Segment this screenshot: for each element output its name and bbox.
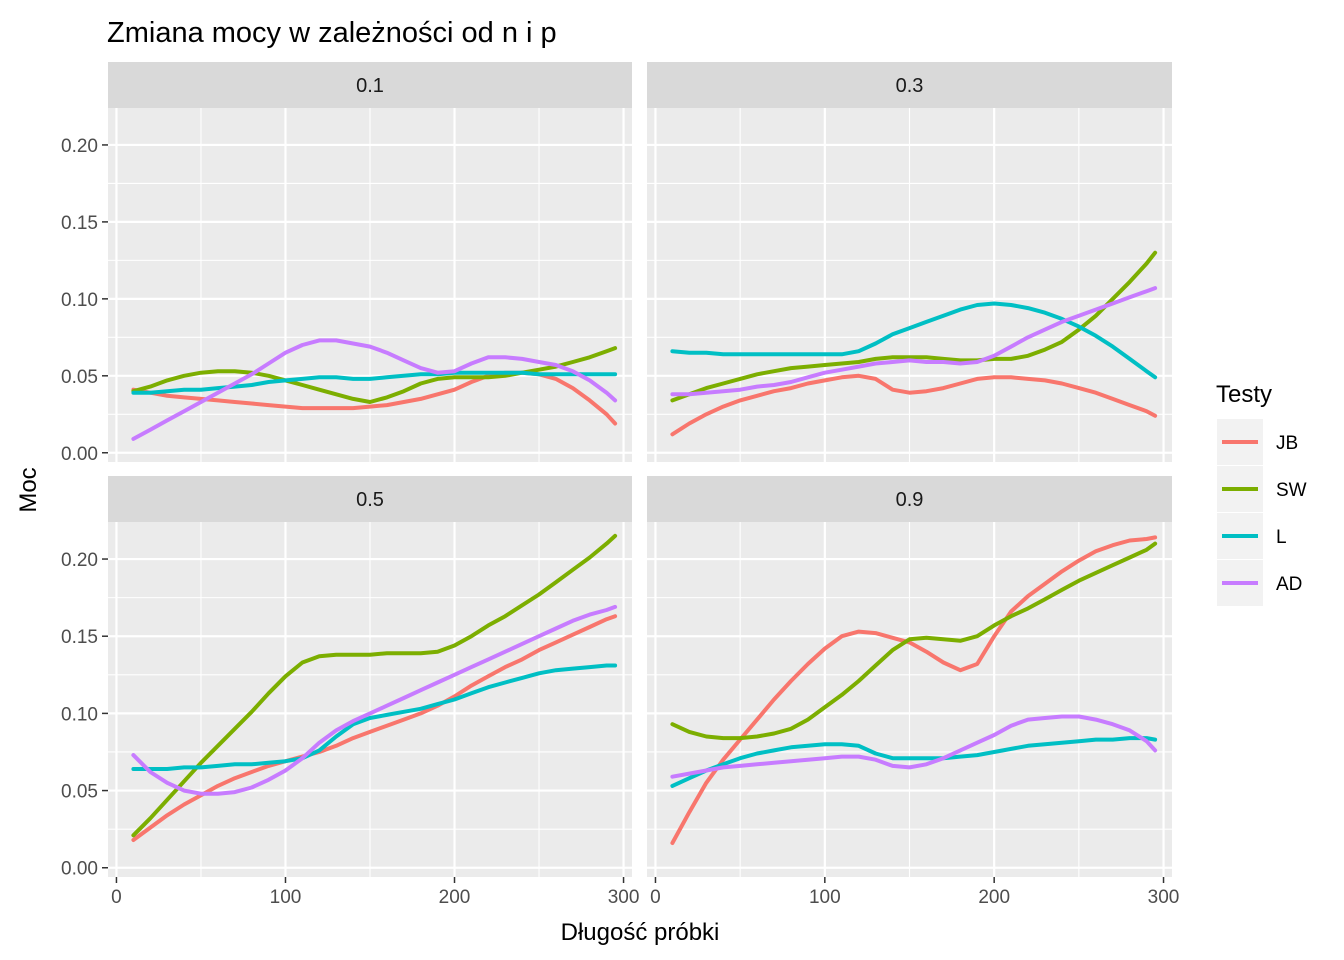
y-tick-label: 0.05 bbox=[61, 367, 98, 388]
facet-strip bbox=[108, 476, 632, 522]
facet-panel-2: 0.5 0.00 0.05 0.10 0.15 0.20 0 100 200 300 bbox=[61, 476, 639, 908]
legend: Testy JB SW L AD bbox=[1216, 381, 1307, 606]
x-tick-label: 200 bbox=[439, 887, 471, 908]
y-tick-label: 0.10 bbox=[61, 704, 98, 725]
series-line-sw bbox=[131, 533, 618, 838]
y-tick-label: 0.10 bbox=[61, 290, 98, 311]
facet-strip-label: 0.3 bbox=[896, 75, 924, 97]
legend-label-ad: AD bbox=[1276, 574, 1302, 595]
series-line-sw bbox=[670, 541, 1158, 741]
series-line-l bbox=[670, 301, 1158, 380]
series-line-ad bbox=[670, 286, 1158, 397]
y-tick-label: 0.20 bbox=[61, 136, 98, 157]
series-line-ad bbox=[131, 338, 618, 441]
facet-strip-label: 0.9 bbox=[896, 489, 924, 511]
facet-strip bbox=[647, 476, 1172, 522]
legend-title: Testy bbox=[1216, 381, 1272, 408]
facet-panels: 0.10.000.050.100.150.200.30.50.000.050.1… bbox=[61, 62, 1179, 908]
facet-strip bbox=[647, 62, 1172, 108]
series-line-l bbox=[131, 663, 618, 771]
x-tick-label: 300 bbox=[1148, 887, 1180, 908]
facet-strip bbox=[108, 62, 632, 108]
x-tick-label: 0 bbox=[111, 887, 122, 908]
series-line-ad bbox=[670, 714, 1158, 779]
facet-strip-label: 0.1 bbox=[356, 75, 384, 97]
x-tick-label: 100 bbox=[809, 887, 841, 908]
legend-label-jb: JB bbox=[1276, 433, 1298, 454]
y-tick-label: 0.15 bbox=[61, 213, 98, 234]
x-tick-label: 300 bbox=[608, 887, 640, 908]
y-tick-label: 0.00 bbox=[61, 859, 98, 880]
series-line-jb bbox=[670, 373, 1158, 437]
y-tick-label: 0.20 bbox=[61, 550, 98, 571]
y-tick-label: 0.15 bbox=[61, 627, 98, 648]
series-line-jb bbox=[670, 535, 1158, 845]
legend-label-sw: SW bbox=[1276, 480, 1307, 501]
y-tick-label: 0.00 bbox=[61, 444, 98, 465]
x-tick-label: 100 bbox=[270, 887, 302, 908]
y-axis-title: Moc bbox=[15, 467, 42, 512]
x-tick-label: 0 bbox=[650, 887, 661, 908]
facet-panel-1: 0.3 bbox=[647, 62, 1172, 462]
facet-strip-label: 0.5 bbox=[356, 489, 384, 511]
y-tick-label: 0.05 bbox=[61, 782, 98, 803]
legend-label-l: L bbox=[1276, 527, 1287, 548]
series-line-ad bbox=[131, 604, 618, 796]
x-axis-title: Długość próbki bbox=[561, 919, 720, 946]
chart-title: Zmiana mocy w zależności od n i p bbox=[107, 17, 557, 49]
series-line-jb bbox=[131, 614, 618, 842]
series-line-l bbox=[670, 736, 1158, 788]
facet-panel-0: 0.1 0.00 0.05 0.10 0.15 0.20 bbox=[61, 62, 632, 465]
x-tick-label: 200 bbox=[978, 887, 1010, 908]
series-line-l bbox=[131, 370, 618, 395]
series-line-sw bbox=[131, 346, 618, 404]
facet-panel-3: 0.9 0 100 200 300 bbox=[647, 476, 1179, 908]
